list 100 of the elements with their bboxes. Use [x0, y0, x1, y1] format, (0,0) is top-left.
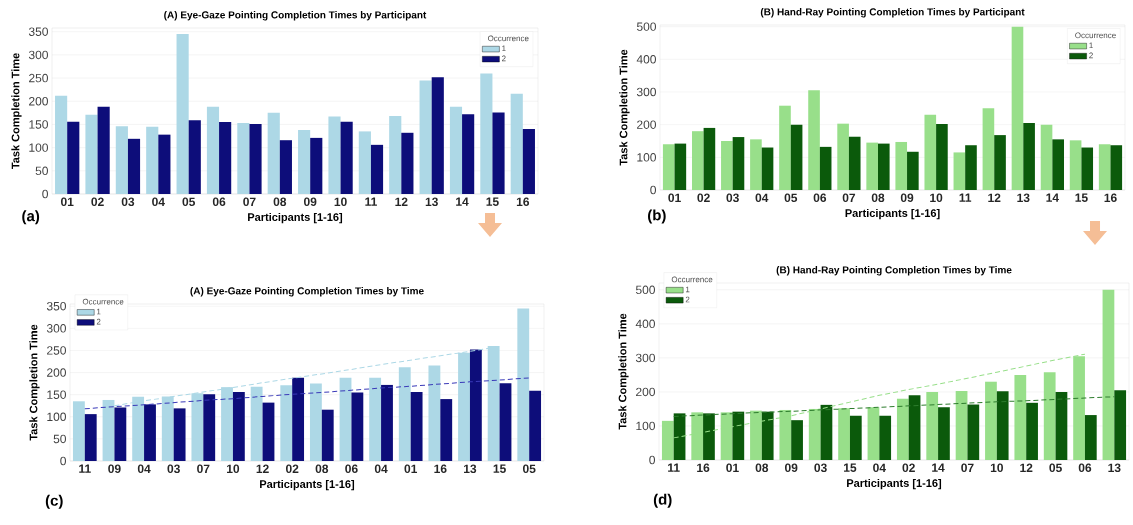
bar: [72, 401, 85, 461]
y-tick-label: 150: [47, 390, 66, 399]
bar: [673, 413, 686, 460]
legend-label: 1: [97, 308, 101, 315]
x-tick-label: 15: [844, 463, 857, 472]
x-tick-label: 01: [726, 463, 739, 473]
bar: [703, 413, 715, 460]
bar: [849, 415, 862, 460]
bar: [1052, 139, 1064, 190]
x-tick-label: 04: [873, 463, 886, 473]
x-tick-label: 04: [755, 193, 769, 203]
bar: [449, 106, 463, 194]
chart-title: (B) Hand-Ray Pointing Completion Times by Time: [776, 266, 1012, 276]
bar: [1023, 123, 1035, 190]
bar: [510, 93, 523, 194]
bar: [662, 144, 675, 190]
x-tick-label: 13: [464, 464, 477, 474]
x-tick-label: 01: [60, 197, 74, 207]
bar: [462, 114, 475, 194]
x-tick-label: 16: [697, 463, 710, 473]
y-tick-label: 200: [29, 97, 48, 106]
legend-label: 2: [502, 55, 506, 62]
bar: [1069, 140, 1082, 190]
bar: [674, 143, 687, 190]
bar: [321, 409, 334, 461]
bar: [791, 420, 803, 460]
bar: [115, 126, 128, 194]
legend-label: 1: [685, 286, 690, 293]
bar: [517, 308, 530, 461]
x-tick-label: 01: [404, 464, 418, 474]
y-tick-label: 500: [636, 22, 657, 31]
bar: [848, 136, 861, 190]
bar: [146, 126, 159, 194]
y-tick-label: 400: [635, 319, 656, 329]
y-tick-label: 0: [42, 189, 48, 199]
x-tick-label: 05: [784, 193, 798, 203]
bar: [896, 398, 909, 460]
x-tick-label: 03: [121, 197, 135, 207]
x-tick-label: 02: [902, 463, 915, 473]
x-tick-label: 04: [152, 197, 165, 207]
bar: [955, 390, 968, 460]
bar: [820, 404, 833, 460]
legend-label: 2: [685, 296, 690, 303]
y-axis-title: Task Completion Time: [29, 324, 40, 441]
y-axis-title: Task Completion Time: [618, 313, 629, 430]
x-tick-label: 15: [493, 464, 506, 473]
x-tick-label: 06: [212, 197, 226, 207]
bar: [267, 112, 280, 194]
x-tick-label: 01: [668, 193, 681, 203]
x-tick-label: 04: [374, 464, 388, 474]
bar: [965, 145, 977, 190]
x-tick-label: 08: [871, 193, 885, 203]
bar: [1055, 391, 1068, 460]
bar: [1040, 124, 1053, 190]
y-tick-label: 500: [635, 285, 656, 295]
bar: [67, 121, 80, 194]
x-tick-label: 14: [1046, 193, 1059, 202]
bar: [926, 391, 939, 460]
bar: [732, 137, 745, 190]
bar: [203, 394, 216, 461]
y-tick-label: 150: [29, 120, 48, 129]
y-tick-label: 0: [649, 455, 656, 465]
x-tick-label: 12: [256, 464, 269, 473]
bar: [339, 377, 352, 461]
bar: [1011, 26, 1024, 190]
y-tick-label: 0: [650, 185, 657, 195]
y-tick-label: 350: [28, 27, 48, 36]
bar: [480, 73, 493, 194]
x-tick-label: 04: [137, 464, 151, 474]
x-tick-label: 07: [243, 197, 256, 207]
bar: [279, 140, 292, 194]
x-tick-label: 10: [990, 463, 1003, 473]
x-tick-label: 05: [1049, 463, 1062, 473]
bar: [492, 112, 505, 194]
x-tick-label: 11: [668, 463, 680, 472]
bar: [529, 390, 542, 461]
bar: [691, 131, 704, 190]
x-tick-label: 16: [434, 464, 447, 474]
bar: [1098, 144, 1111, 190]
text: (c): [45, 494, 63, 509]
x-tick-label: 12: [395, 197, 408, 206]
bar: [761, 147, 774, 190]
bar: [908, 395, 921, 460]
x-tick-label: 11: [959, 193, 972, 202]
bar: [924, 114, 937, 190]
bar: [370, 144, 384, 194]
x-tick-label: 05: [522, 464, 536, 474]
bar: [779, 105, 791, 190]
bar: [877, 143, 890, 190]
bar: [907, 151, 919, 190]
bar: [1110, 145, 1123, 190]
x-tick-label: 05: [182, 197, 196, 207]
bar: [358, 131, 371, 194]
bar: [895, 141, 908, 190]
x-tick-label: 11: [365, 197, 377, 206]
bar: [262, 402, 275, 461]
y-tick-label: 300: [28, 50, 48, 60]
bar: [1026, 402, 1038, 460]
bar: [838, 408, 850, 460]
x-tick-label: 14: [932, 463, 945, 472]
